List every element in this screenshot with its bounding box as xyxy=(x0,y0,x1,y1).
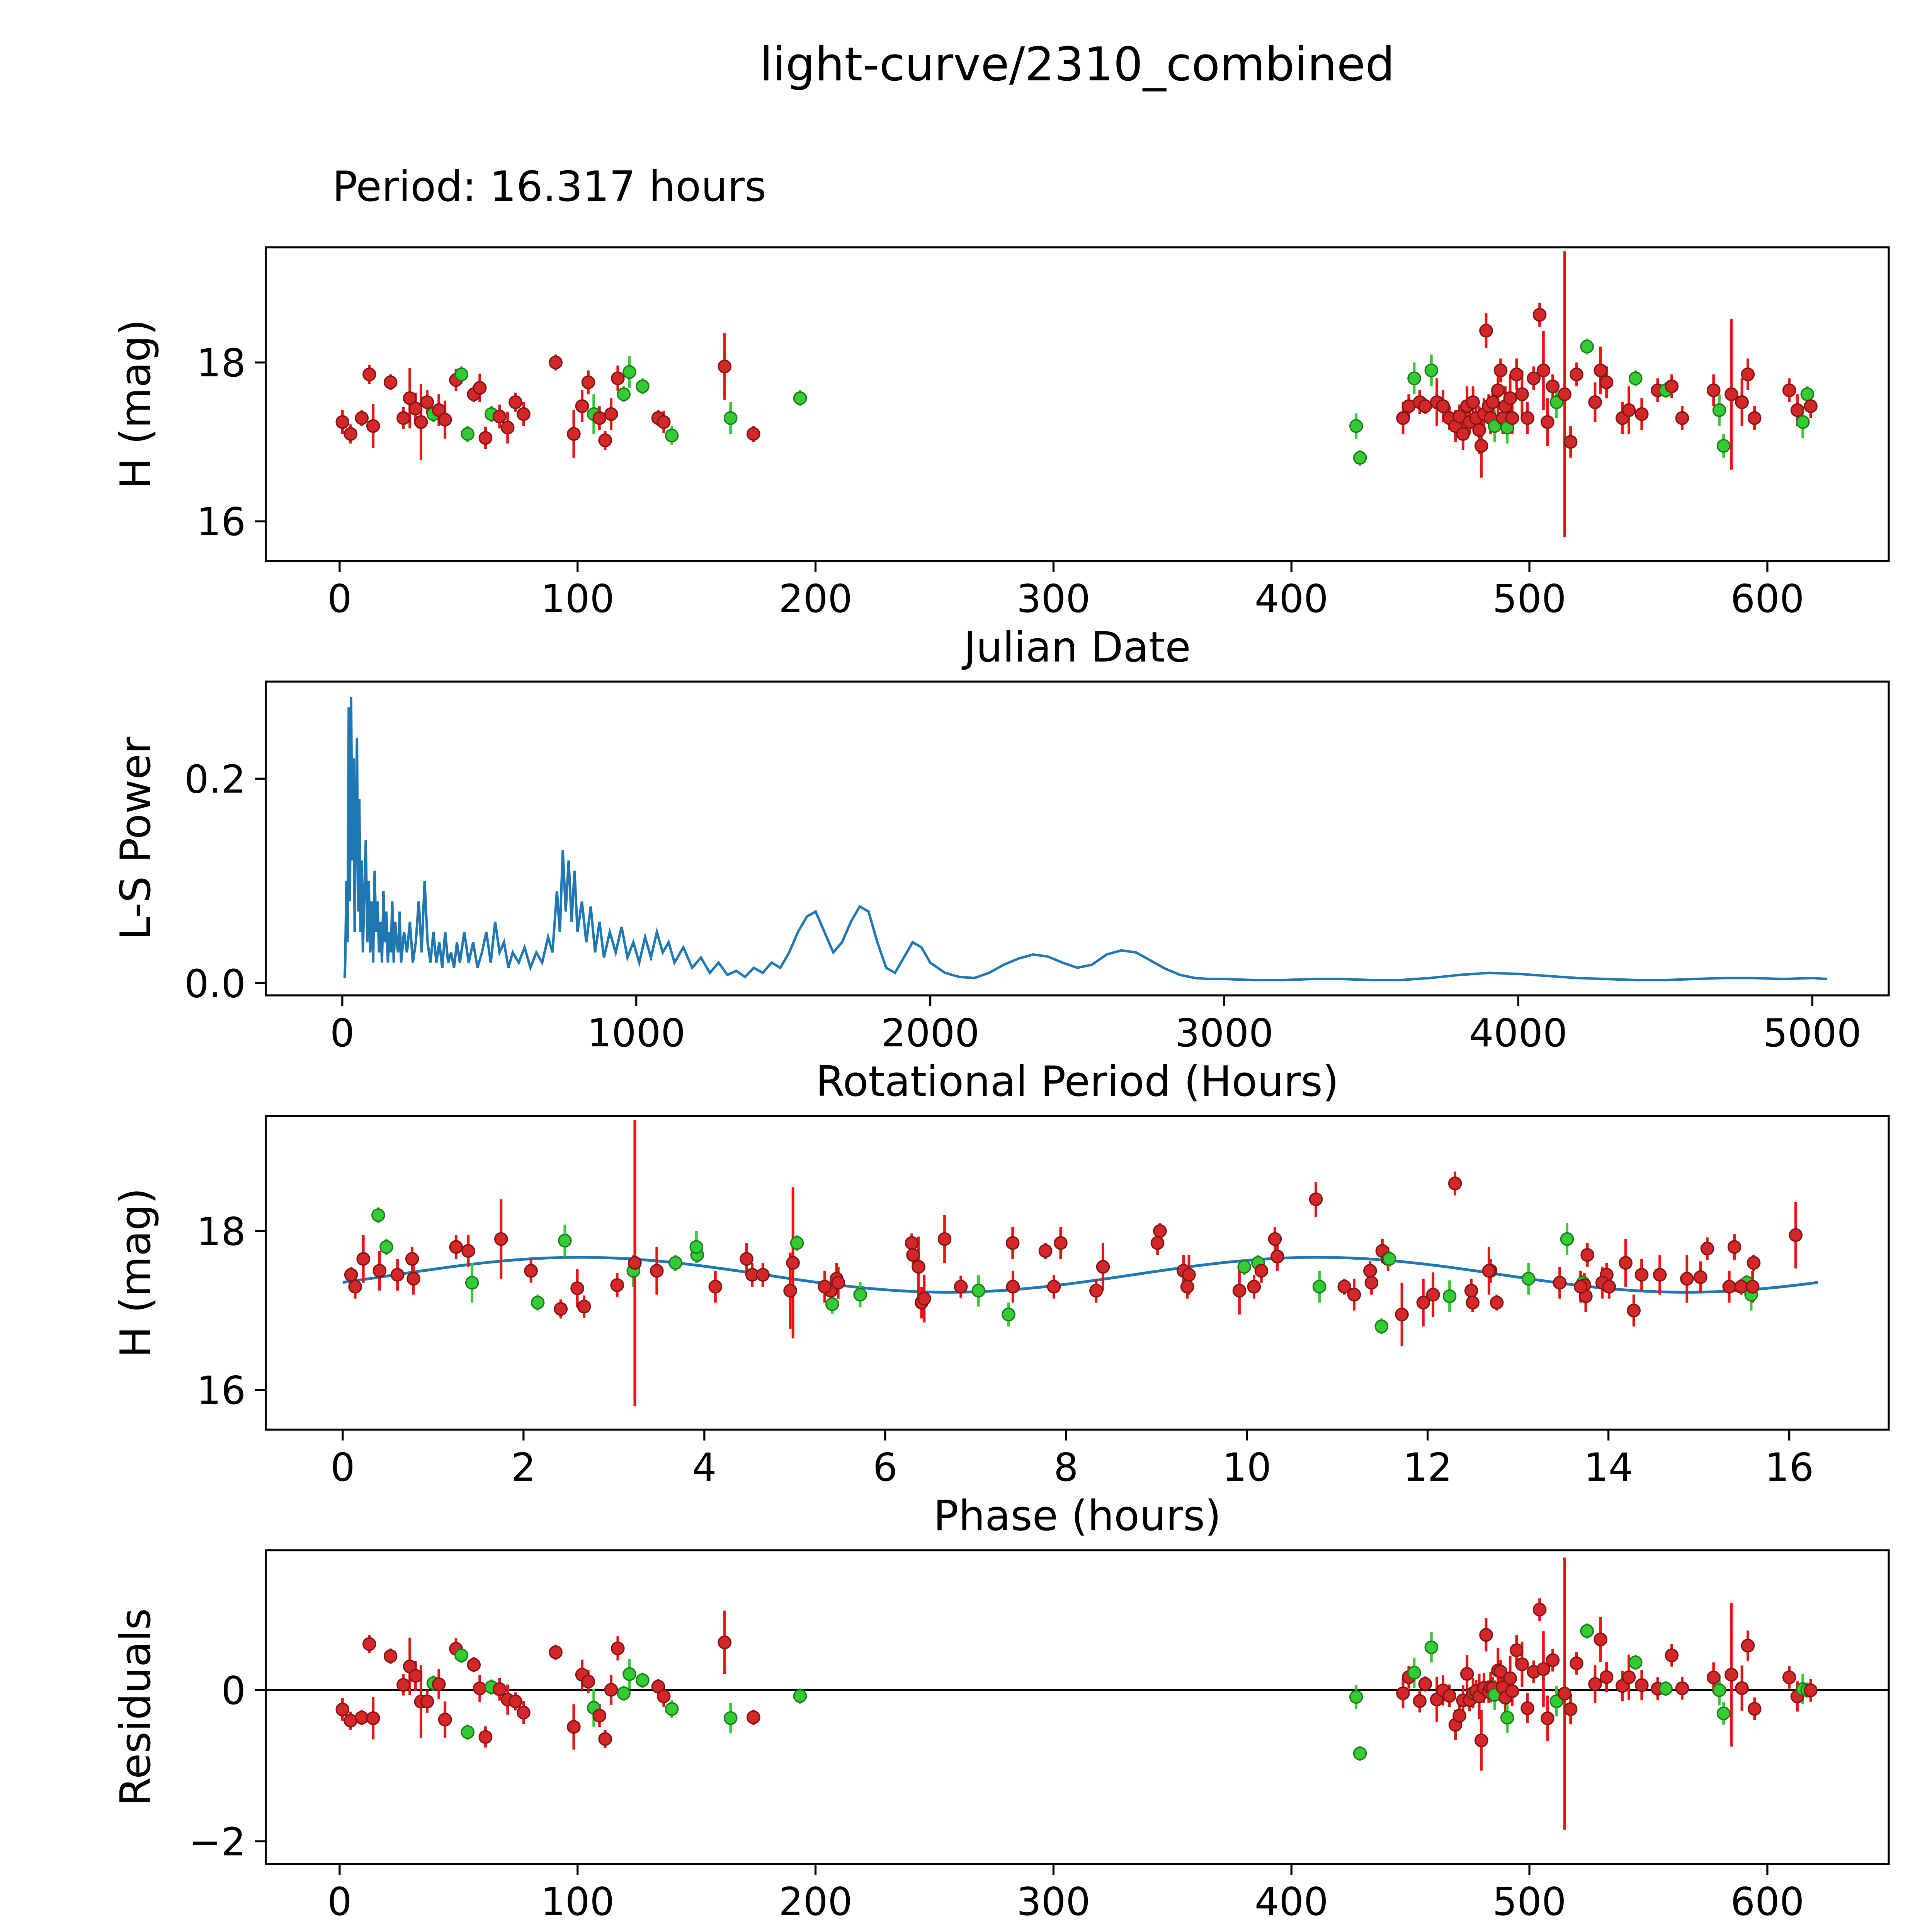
scatter-points xyxy=(335,1602,1818,1760)
x-tick-label: 16 xyxy=(1765,1445,1814,1490)
x-axis-label-panel-residuals: Julian Date xyxy=(961,1926,1190,1932)
x-tick-label: 4000 xyxy=(1469,1010,1568,1056)
x-ticks: 0 100 200 300 400 500 600 xyxy=(327,561,1804,621)
x-tick-label: 8 xyxy=(1054,1445,1078,1490)
error-bars xyxy=(350,1120,1797,1406)
periodogram-line xyxy=(343,697,1827,981)
panel-residuals-content xyxy=(266,1557,1889,1830)
x-tick-label: 100 xyxy=(541,1879,614,1924)
panel-periodogram: 0 1000 2000 3000 4000 5000 0.0 0.2 Rotational Pe… xyxy=(112,680,1890,1106)
y-tick-label: −2 xyxy=(189,1819,246,1864)
figure-title: light-curve/2310_combined xyxy=(760,38,1395,92)
scatter-points xyxy=(344,1176,1803,1333)
x-tick-label: 400 xyxy=(1255,1879,1328,1924)
sinusoid-fit-line xyxy=(342,1256,1818,1294)
scatter-points xyxy=(335,308,1818,465)
x-tick-label: 5000 xyxy=(1763,1010,1862,1056)
y-tick-label: 0.2 xyxy=(184,757,246,802)
x-tick-label: 6 xyxy=(873,1445,898,1490)
panel-residuals: 0 100 200 300 400 500 600 −2 0 Julian Date Residua… xyxy=(112,1549,1890,1932)
x-tick-label: 200 xyxy=(779,1879,852,1924)
x-ticks: 0 1000 2000 3000 4000 5000 xyxy=(330,995,1861,1056)
y-axis-label-panel-phase-folded: H (mag) xyxy=(112,1188,160,1358)
x-axis-label-panel-phase-folded: Phase (hours) xyxy=(934,1492,1221,1540)
panel-phase-folded-content xyxy=(342,1120,1818,1406)
x-tick-label: 0 xyxy=(330,1010,355,1056)
x-tick-label: 2 xyxy=(511,1445,536,1490)
x-tick-label: 14 xyxy=(1584,1445,1633,1490)
error-bars xyxy=(341,1557,1812,1830)
y-tick-label: 16 xyxy=(197,499,246,544)
axes-frame xyxy=(265,1549,1890,1865)
y-tick-label: 0.0 xyxy=(184,961,246,1006)
panel-raw-lightcurve-content xyxy=(335,251,1818,537)
x-tick-label: 600 xyxy=(1730,1879,1804,1924)
panel-periodogram-content xyxy=(343,697,1827,981)
x-tick-label: 500 xyxy=(1493,576,1566,621)
y-ticks: −2 0 xyxy=(189,1668,266,1864)
y-axis-label-panel-raw-lightcurve: H (mag) xyxy=(112,319,160,489)
x-tick-label: 0 xyxy=(327,1879,352,1924)
y-ticks: 0.0 0.2 xyxy=(184,757,266,1006)
axes-frame xyxy=(265,680,1890,997)
axes-frame xyxy=(265,1115,1890,1431)
x-tick-label: 10 xyxy=(1222,1445,1271,1490)
x-tick-label: 100 xyxy=(541,576,614,621)
y-axis-label-panel-periodogram: L-S Power xyxy=(112,736,160,940)
x-tick-label: 300 xyxy=(1017,1879,1090,1924)
x-tick-label: 0 xyxy=(327,576,352,621)
x-tick-label: 12 xyxy=(1403,1445,1452,1490)
x-tick-label: 2000 xyxy=(881,1010,980,1056)
x-ticks: 0 100 200 300 400 500 600 xyxy=(327,1864,1804,1924)
axes-frame xyxy=(265,246,1890,562)
error-bars xyxy=(341,251,1812,537)
x-ticks: 0 2 4 6 8 10 12 14 16 xyxy=(330,1430,1814,1490)
x-tick-label: 3000 xyxy=(1175,1010,1274,1056)
x-axis-label-panel-raw-lightcurve: Julian Date xyxy=(961,623,1190,672)
x-tick-label: 500 xyxy=(1493,1879,1566,1924)
y-tick-label: 18 xyxy=(197,340,246,386)
x-tick-label: 400 xyxy=(1255,576,1328,621)
x-tick-label: 200 xyxy=(779,576,852,621)
y-tick-label: 16 xyxy=(197,1368,246,1413)
x-tick-label: 600 xyxy=(1730,576,1804,621)
x-axis-label-panel-periodogram: Rotational Period (Hours) xyxy=(816,1058,1339,1106)
x-tick-label: 4 xyxy=(692,1445,717,1490)
period-annotation: Period: 16.317 hours xyxy=(332,163,766,211)
y-tick-label: 0 xyxy=(221,1668,246,1713)
x-tick-label: 0 xyxy=(330,1445,355,1490)
y-tick-label: 18 xyxy=(197,1209,246,1254)
y-axis-label-panel-residuals: Residuals xyxy=(112,1608,160,1806)
x-tick-label: 300 xyxy=(1017,576,1090,621)
x-tick-label: 1000 xyxy=(587,1010,685,1056)
